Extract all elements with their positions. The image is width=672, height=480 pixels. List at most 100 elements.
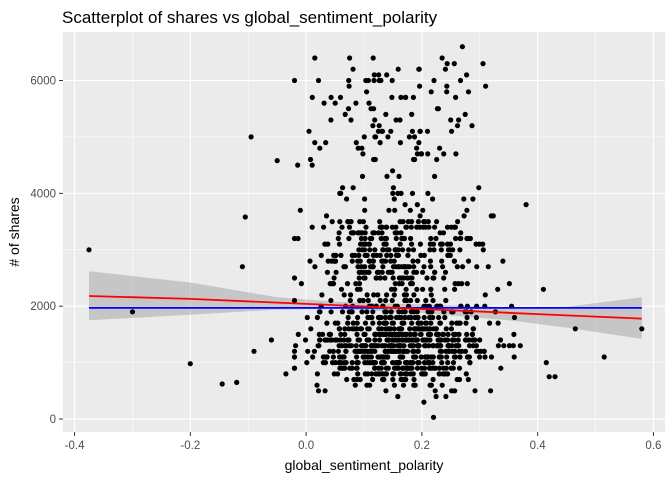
data-point — [427, 247, 433, 253]
data-point — [295, 162, 301, 168]
data-point — [293, 343, 299, 349]
data-point — [395, 393, 401, 400]
data-point — [399, 320, 405, 326]
data-point — [495, 343, 501, 349]
data-point — [369, 314, 375, 321]
data-point — [452, 354, 459, 360]
data-point — [382, 314, 388, 321]
data-point — [365, 314, 371, 321]
data-point — [500, 258, 506, 264]
data-point — [314, 382, 320, 388]
data-point — [481, 348, 487, 354]
data-point — [470, 196, 476, 202]
data-point — [369, 343, 375, 349]
data-point — [327, 331, 334, 337]
data-point — [421, 399, 427, 405]
data-point — [449, 320, 455, 326]
y-axis: 0 2000 4000 6000 — [30, 76, 63, 426]
data-point — [396, 281, 402, 287]
data-point — [393, 235, 399, 242]
data-point — [347, 365, 353, 371]
data-point — [402, 371, 408, 377]
data-point — [343, 348, 349, 354]
data-point — [342, 264, 348, 270]
x-axis: -0.4 -0.2 0.0 0.2 0.4 0.6 — [65, 432, 661, 452]
data-point — [495, 286, 501, 292]
data-point — [291, 354, 298, 360]
data-point — [397, 117, 403, 123]
data-point — [337, 190, 343, 196]
data-point — [370, 376, 376, 383]
data-point — [306, 128, 312, 134]
data-point — [376, 331, 382, 337]
data-point — [187, 361, 193, 367]
data-point — [454, 320, 460, 326]
data-point — [384, 252, 390, 258]
data-point — [336, 241, 343, 247]
data-point — [405, 252, 411, 258]
data-point — [388, 258, 394, 264]
data-point — [434, 156, 440, 163]
data-point — [409, 111, 415, 117]
data-point — [408, 224, 414, 230]
data-point — [322, 388, 328, 394]
data-point — [451, 61, 457, 67]
data-point — [283, 371, 289, 377]
data-point — [407, 326, 413, 332]
data-point — [329, 337, 335, 343]
data-point — [438, 247, 444, 253]
y-tick-label: 0 — [50, 414, 56, 426]
data-point — [366, 337, 372, 343]
data-point — [408, 235, 414, 242]
data-point — [388, 348, 394, 354]
data-point — [440, 371, 446, 377]
data-point — [377, 337, 383, 343]
data-point — [291, 77, 298, 84]
data-point — [457, 247, 463, 253]
data-point — [315, 388, 322, 394]
data-point — [510, 343, 516, 349]
data-point — [356, 252, 362, 258]
data-point — [425, 219, 431, 225]
data-point — [354, 320, 360, 326]
data-point — [379, 343, 385, 349]
data-point — [328, 94, 334, 100]
data-point — [338, 286, 345, 292]
data-point — [335, 348, 341, 354]
data-point — [488, 354, 495, 360]
data-point — [436, 331, 442, 337]
data-point — [410, 258, 416, 264]
data-point — [572, 326, 578, 332]
data-point — [349, 360, 355, 366]
data-point — [366, 269, 372, 275]
data-point — [445, 252, 451, 258]
data-point — [639, 326, 645, 332]
data-point — [354, 331, 360, 337]
data-point — [363, 224, 369, 230]
data-point — [395, 66, 401, 72]
data-point — [392, 247, 398, 253]
data-point — [312, 264, 318, 270]
data-point — [455, 337, 461, 343]
data-point — [416, 140, 422, 146]
data-point — [430, 414, 437, 420]
data-point — [430, 314, 436, 321]
data-point — [242, 214, 248, 220]
data-point — [395, 264, 402, 270]
data-point — [448, 224, 454, 230]
data-point — [352, 348, 358, 354]
data-point — [480, 61, 486, 67]
data-point — [552, 374, 558, 380]
x-tick-label: -0.2 — [180, 440, 200, 452]
data-point — [396, 173, 402, 179]
data-point — [368, 354, 374, 360]
data-point — [344, 196, 350, 202]
data-point — [359, 309, 365, 315]
data-point — [361, 331, 367, 337]
data-point — [398, 94, 404, 100]
data-point — [415, 360, 421, 366]
data-point — [438, 337, 444, 343]
data-point — [423, 343, 429, 349]
data-point — [384, 292, 390, 298]
